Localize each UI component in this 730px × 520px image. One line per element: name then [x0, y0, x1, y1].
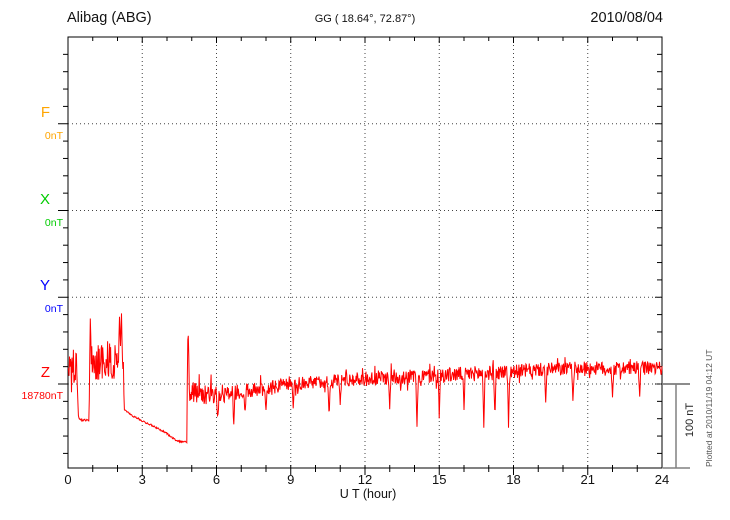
x-axis-tick-label: 21	[580, 472, 595, 487]
station-coordinates: GG ( 18.64°, 72.87°)	[314, 13, 416, 25]
component-Z-baseline-value: 18780nT	[21, 390, 63, 402]
component-Z-label: Z	[40, 364, 50, 381]
x-axis-tick-label: 24	[654, 472, 670, 487]
component-F-baseline-value: 0nT	[44, 129, 63, 142]
x-axis-tick-label: 18	[506, 472, 521, 487]
component-Y-label: Y	[39, 277, 50, 295]
component-X-baseline-value: 0nT	[44, 216, 63, 229]
plot-date: 2010/08/04	[590, 10, 663, 26]
x-axis-tick-label: 9	[287, 472, 295, 487]
station-title: Alibag (ABG)	[67, 10, 152, 26]
plotted-at-footnote: Plotted at 2010/11/19 04:12 UT	[704, 349, 714, 467]
x-axis-tick-label: 0	[64, 472, 72, 487]
component-F-label: F	[40, 103, 50, 121]
x-axis-tick-label: 12	[357, 472, 373, 487]
z-component-trace	[67, 313, 663, 444]
x-axis-tick-label: 6	[212, 472, 221, 487]
x-axis-title: U T (hour)	[339, 487, 397, 501]
x-axis-tick-label: 15	[432, 472, 447, 487]
scale-bar-label: 100 nT	[684, 402, 696, 438]
component-X-label: X	[39, 190, 50, 208]
component-Y-baseline-value: 0nT	[44, 303, 63, 316]
x-axis-tick-label: 3	[138, 472, 146, 487]
